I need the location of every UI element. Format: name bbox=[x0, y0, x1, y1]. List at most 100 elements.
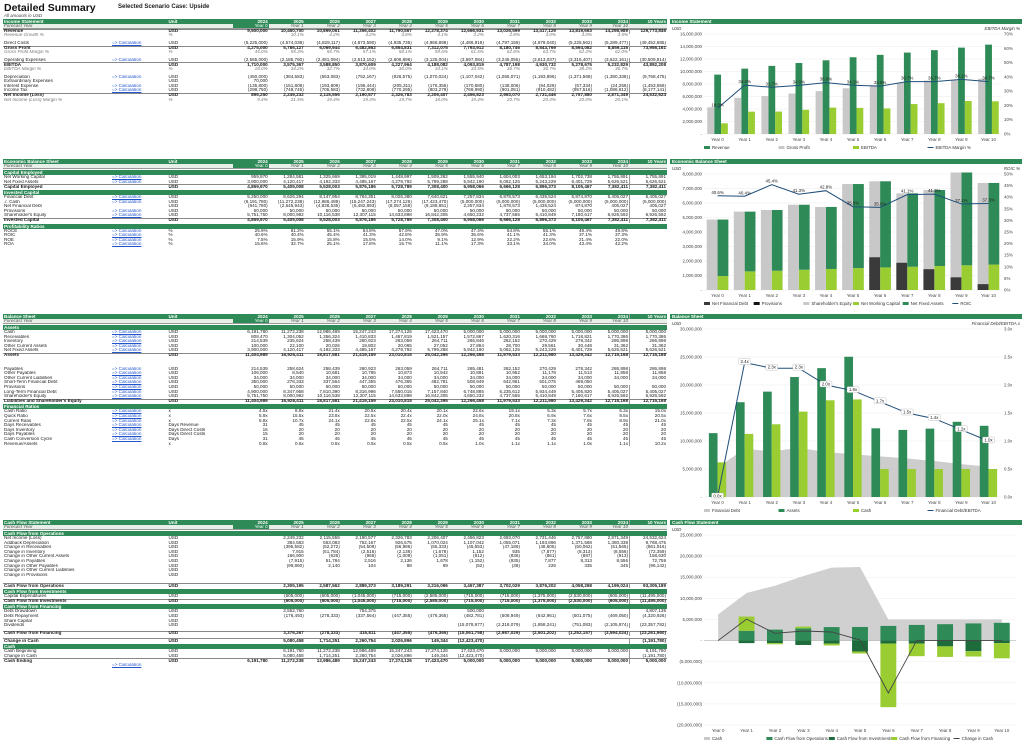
bar-revenue bbox=[795, 63, 803, 135]
calculation-link[interactable]: => Calculation bbox=[112, 339, 142, 344]
legend-swatch bbox=[753, 302, 760, 306]
row-unit: USD bbox=[168, 46, 179, 51]
calculation-link[interactable]: => Calculation bbox=[112, 228, 142, 233]
cell-value: 20 bbox=[622, 432, 629, 437]
calculation-link[interactable]: => Calculation bbox=[112, 418, 142, 423]
calculation-link[interactable]: => Calculation bbox=[112, 432, 142, 437]
cell-value: 61.5% bbox=[470, 50, 484, 55]
cell-value: 5,876,186 bbox=[355, 184, 376, 189]
bar-cash-flow-from-financing bbox=[852, 651, 868, 654]
calculation-link[interactable]: => Calculation bbox=[112, 242, 142, 247]
calculation-link[interactable]: => Calculation bbox=[112, 663, 142, 667]
bar-shareholders-equity bbox=[950, 172, 962, 291]
calculation-link[interactable]: => Calculation bbox=[112, 237, 142, 242]
bar-ebitda bbox=[775, 111, 783, 135]
cell-value: (15,078,977) bbox=[457, 623, 484, 628]
calculation-link[interactable]: => Calculation bbox=[112, 389, 142, 394]
cell-value: 4,192,333 bbox=[319, 179, 340, 184]
cell-value: (605,000) bbox=[320, 594, 340, 599]
cell-value: 45 bbox=[514, 423, 520, 428]
cell-value: 6,191,780 bbox=[283, 649, 304, 654]
cell-value: 49.8% bbox=[614, 228, 629, 233]
cell-value: 6,958,066 bbox=[463, 184, 484, 189]
cell-value: 5,405,008 bbox=[283, 184, 304, 189]
calculation-link[interactable]: => Calculation bbox=[112, 174, 142, 179]
cell-value: 16,926,411 bbox=[280, 353, 304, 358]
x-tick-label: Year 7 bbox=[901, 293, 914, 298]
calculation-link[interactable]: => Calculation bbox=[112, 375, 142, 380]
year-header: 2030 bbox=[473, 19, 484, 25]
calculation-link[interactable]: => Calculation bbox=[112, 329, 142, 334]
calculation-link[interactable]: => Calculation bbox=[112, 423, 142, 428]
cell-value: 49.4% bbox=[578, 228, 592, 233]
bar-cash-flow-from-operations bbox=[738, 631, 755, 641]
cell-value: 278,342 bbox=[575, 339, 592, 344]
cell-value: 34,000 bbox=[325, 375, 340, 380]
calculation-link[interactable]: => Calculation bbox=[112, 384, 142, 389]
calculation-link[interactable]: => Calculation bbox=[112, 366, 142, 371]
y-tick-label: (20,000,000) bbox=[677, 723, 702, 728]
cell-value: 5,410,849 bbox=[535, 394, 556, 399]
bar-cash-flow-from-financing bbox=[766, 643, 783, 645]
calculation-link[interactable]: => Calculation bbox=[112, 88, 142, 93]
row-label: Addback Depreciation bbox=[4, 540, 49, 545]
table-row: Capital Employed USD 4,859,970 5,405,008 5,5… bbox=[3, 184, 667, 190]
cell-value: 754,375 bbox=[359, 609, 376, 614]
cell-value: (3,622,161) bbox=[604, 57, 629, 62]
calculation-link[interactable]: => Calculation bbox=[112, 83, 142, 88]
cell-value: 5,000,000 bbox=[535, 658, 556, 663]
cell-value: (2,585,000) bbox=[424, 594, 448, 599]
calculation-link[interactable]: => Calculation bbox=[112, 208, 142, 213]
bar-gross-profit bbox=[869, 85, 877, 135]
cell-value: 17.3% bbox=[470, 242, 484, 247]
row-label: Change in Receivables bbox=[4, 545, 52, 550]
calculation-link[interactable]: => Calculation bbox=[112, 74, 142, 79]
calculation-link[interactable]: => Calculation bbox=[112, 394, 142, 399]
legend-label: Cash Flow from Investments bbox=[837, 736, 893, 741]
cell-value: 264,711 bbox=[431, 366, 448, 371]
cell-total: 5,626,521 bbox=[629, 179, 667, 185]
cell-value: 69 bbox=[442, 563, 448, 568]
y2-tick-label: 0.0x bbox=[1004, 495, 1013, 500]
calculation-link[interactable]: => Calculation bbox=[112, 348, 142, 353]
calculation-link[interactable]: => Calculation bbox=[112, 371, 142, 376]
calculation-link[interactable]: => Calculation bbox=[112, 334, 142, 339]
calculation-link[interactable]: => Calculation bbox=[112, 427, 142, 432]
cell-value: (2,501,202) bbox=[532, 631, 556, 636]
cell-value: (8,556) bbox=[613, 549, 629, 554]
table-row: Change in Other Current Liabilities USD bbox=[3, 568, 667, 573]
calculation-link[interactable]: => Calculation bbox=[112, 57, 142, 62]
cell-value: 1,395,019 bbox=[355, 174, 376, 179]
table-row: Cash Beginning USD 6,191,780 11,272,238 12,9… bbox=[3, 649, 667, 654]
calculation-link[interactable]: => Calculation bbox=[112, 194, 142, 199]
year-header: 2028 bbox=[401, 159, 412, 165]
data-label: 42.8% bbox=[820, 185, 833, 190]
calculation-link[interactable]: => Calculation bbox=[112, 40, 142, 45]
y-tick-label: 20,000,000 bbox=[680, 383, 703, 388]
row-label: Revenue/Assets bbox=[4, 441, 38, 446]
calculation-link[interactable]: => Calculation bbox=[112, 414, 142, 419]
calculation-link[interactable]: => Calculation bbox=[112, 199, 142, 204]
forecast-year: Year 4 bbox=[398, 524, 412, 530]
calculation-link[interactable]: => Calculation bbox=[112, 233, 142, 238]
calculation-link[interactable]: => Calculation bbox=[112, 343, 142, 348]
calculation-link[interactable]: => Calculation bbox=[112, 179, 142, 184]
cell-value: (94,029) bbox=[538, 83, 556, 88]
row-unit: x bbox=[168, 418, 171, 423]
cell-value: 1,055,071 bbox=[499, 540, 520, 545]
cell-value: 62.0% bbox=[614, 50, 629, 55]
cell-value: 22.0x bbox=[436, 414, 448, 419]
calculation-link[interactable]: => Calculation bbox=[112, 437, 142, 442]
x-tick-label: Year 4 bbox=[820, 293, 833, 298]
calculation-link[interactable]: => Calculation bbox=[112, 213, 142, 218]
bar-ebitda bbox=[991, 101, 999, 135]
legend-swatch bbox=[704, 509, 710, 513]
cell-value: 1,604,003 bbox=[499, 174, 520, 179]
calculation-link[interactable]: => Calculation bbox=[112, 409, 142, 414]
x-tick-label: Year 9 bbox=[955, 293, 968, 298]
cell-value: 2,190,577 bbox=[355, 93, 376, 98]
cell-value: 9.1% bbox=[437, 237, 448, 242]
calculation-link[interactable]: => Calculation bbox=[112, 380, 142, 385]
data-label: 32.7% bbox=[766, 81, 779, 86]
cell-value: (901,051) bbox=[500, 88, 520, 93]
